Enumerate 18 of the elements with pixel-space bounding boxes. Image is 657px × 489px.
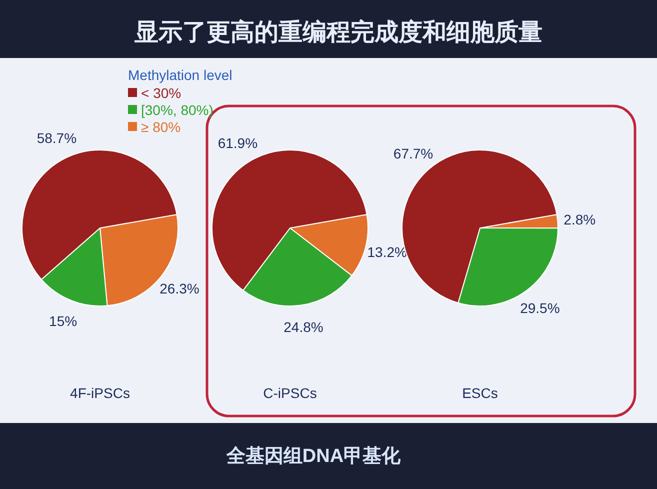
- legend-label: [30%, 80%): [141, 102, 214, 118]
- text: 全基因组DNA甲基化: [225, 445, 402, 467]
- data-label: 58.7%: [36, 130, 77, 146]
- data-label: 29.5%: [520, 300, 560, 316]
- legend-label: < 30%: [141, 85, 182, 101]
- text: ESCs: [462, 385, 498, 401]
- text: C-iPSCs: [263, 385, 317, 401]
- legend-title: Methylation level: [128, 67, 232, 83]
- data-label: 2.8%: [564, 211, 596, 228]
- data-label: 13.2%: [367, 244, 407, 260]
- legend-label: ≥ 80%: [141, 119, 181, 135]
- data-label: 24.8%: [284, 319, 324, 336]
- data-label: 67.7%: [393, 146, 434, 162]
- data-label: 61.9%: [218, 134, 258, 151]
- text: 4F-iPSCs: [70, 385, 130, 401]
- data-label: 15%: [49, 312, 78, 329]
- data-label: 26.3%: [160, 280, 200, 297]
- text: 显示了更高的重编程完成度和细胞质量: [134, 18, 542, 46]
